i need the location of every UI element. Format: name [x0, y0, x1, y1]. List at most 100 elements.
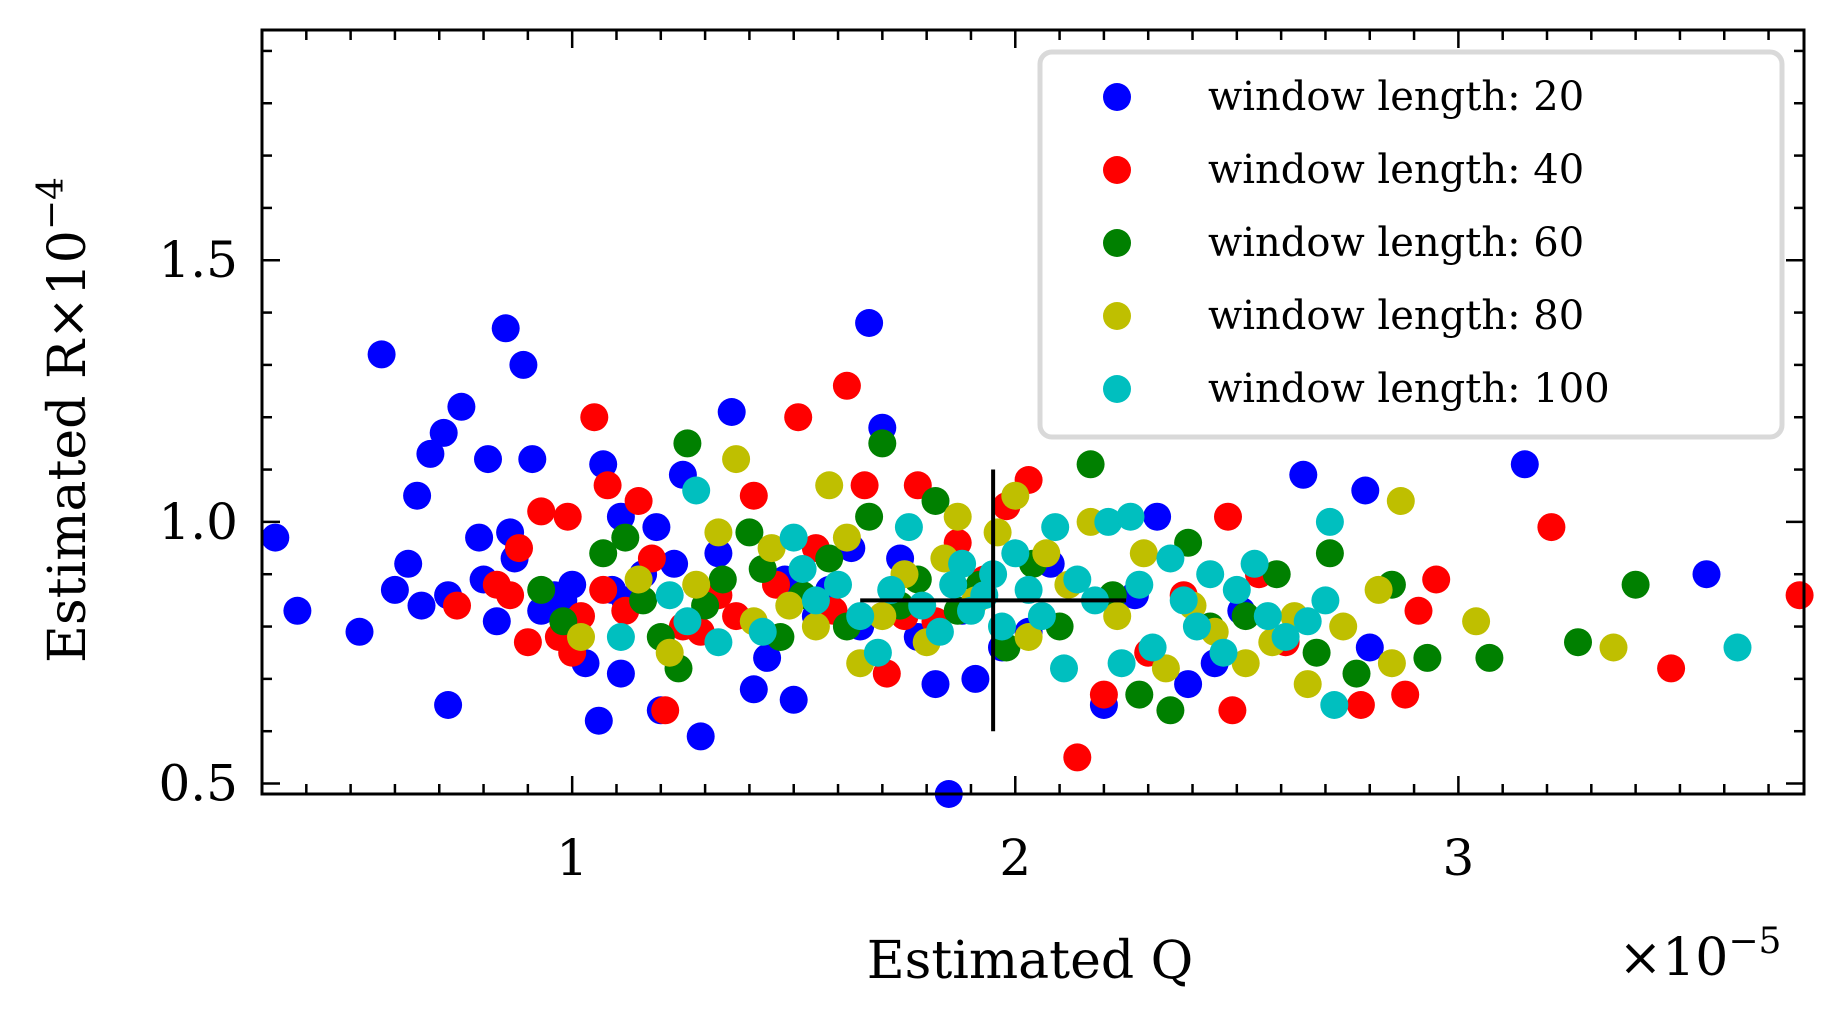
y-tick-label: 1.0: [158, 493, 238, 551]
legend-marker: [1103, 302, 1131, 330]
scatter-point: [567, 623, 595, 651]
scatter-point: [367, 340, 396, 369]
scatter-point: [748, 617, 777, 646]
scatter-point: [815, 471, 844, 500]
scatter-point: [482, 607, 511, 636]
scatter-point: [606, 623, 635, 651]
scatter-point: [1621, 570, 1650, 599]
scatter-point: [637, 544, 666, 573]
scatter-point: [846, 602, 875, 631]
scatter-point: [894, 513, 923, 542]
x-axis-label: Estimated Q: [867, 931, 1194, 991]
scatter-point: [1231, 649, 1260, 678]
scatter-point: [1315, 507, 1344, 536]
legend: window length: 20 window length: 40 window…: [1037, 49, 1785, 440]
x-tick-label: 2: [999, 829, 1031, 887]
scatter-point: [443, 591, 471, 620]
scatter-point: [624, 565, 653, 594]
scatter-point: [1293, 670, 1322, 699]
legend-box: [1037, 49, 1785, 440]
scatter-point: [921, 487, 950, 515]
scatter-point: [983, 518, 1012, 547]
scatter-point: [655, 638, 684, 667]
scatter-point: [403, 481, 432, 510]
scatter-point: [1692, 560, 1721, 589]
scatter-point: [1014, 575, 1043, 604]
scatter-point: [1475, 643, 1504, 672]
legend-marker: [1103, 156, 1131, 184]
y-tick-label: 1.5: [158, 231, 238, 289]
scatter-point: [1271, 623, 1300, 651]
scatter-point: [1222, 575, 1251, 604]
scatter-point: [943, 502, 972, 531]
scatter-point: [1063, 743, 1092, 772]
scatter-point: [651, 696, 680, 725]
scatter-point: [1262, 560, 1291, 589]
scatter-point: [779, 523, 808, 552]
scatter-point: [1169, 586, 1198, 615]
scatter-point: [1103, 602, 1132, 631]
scatter-point: [1063, 565, 1092, 594]
scatter-point: [1129, 539, 1158, 568]
scatter-point: [1027, 602, 1056, 631]
scatter-point: [629, 586, 658, 615]
y-tick-label: 0.5: [158, 755, 238, 813]
true-value-marker: [860, 469, 1127, 732]
scatter-point: [739, 675, 768, 704]
scatter-point: [908, 591, 937, 620]
scatter-point: [1196, 560, 1225, 589]
scatter-point: [961, 664, 990, 693]
scatter-point: [704, 539, 733, 568]
legend-label: window length: 100: [1208, 366, 1610, 412]
scatter-point: [1785, 581, 1814, 610]
scatter-point: [1151, 654, 1180, 683]
scatter-point: [779, 685, 808, 714]
scatter-point: [1125, 570, 1154, 599]
scatter-point: [855, 309, 884, 337]
scatter-point: [1320, 691, 1349, 719]
scatter-point: [1253, 602, 1282, 631]
scatter-point: [863, 638, 892, 667]
scatter-point: [704, 518, 733, 547]
scatter-point: [580, 403, 609, 432]
scatter-point: [868, 602, 897, 631]
scatter-point: [465, 523, 494, 552]
scatter-point: [584, 706, 613, 735]
scatter-point: [447, 392, 476, 421]
scatter-point: [611, 523, 640, 552]
scatter-point: [1240, 549, 1269, 578]
scatter-point: [1377, 649, 1406, 678]
legend-label: window length: 60: [1208, 220, 1584, 266]
scatter-point: [496, 581, 525, 610]
scatter-point: [1125, 680, 1154, 709]
scatter-point: [1351, 476, 1380, 505]
scatter-point: [1391, 680, 1420, 709]
scatter-point: [682, 570, 711, 599]
ticks-layer: [260, 30, 1804, 794]
scatter-point: [673, 429, 702, 458]
scatter-point: [1182, 612, 1211, 641]
scatter-point: [1364, 575, 1393, 604]
scatter-point: [589, 575, 618, 604]
scatter-point: [642, 513, 671, 542]
x-tick-label: 3: [1442, 829, 1474, 887]
scatter-point: [850, 471, 879, 500]
legend-marker: [1103, 229, 1131, 257]
scatter-point: [394, 549, 423, 578]
scatter-point: [948, 549, 977, 578]
scatter-point: [1214, 502, 1242, 531]
scatter-point: [1001, 539, 1030, 568]
scatter-point: [801, 612, 830, 641]
scatter-point: [717, 398, 746, 426]
scatter-point: [673, 607, 702, 636]
scatter-point: [558, 570, 587, 599]
scatter-point: [1209, 638, 1238, 667]
legend-label: window length: 40: [1208, 147, 1584, 193]
scatter-point: [1422, 565, 1451, 594]
scatter-point: [877, 575, 906, 604]
scatter-point: [1014, 623, 1043, 651]
scatter-point: [429, 418, 458, 447]
scatter-point: [855, 502, 884, 531]
scatter-point: [606, 659, 635, 688]
